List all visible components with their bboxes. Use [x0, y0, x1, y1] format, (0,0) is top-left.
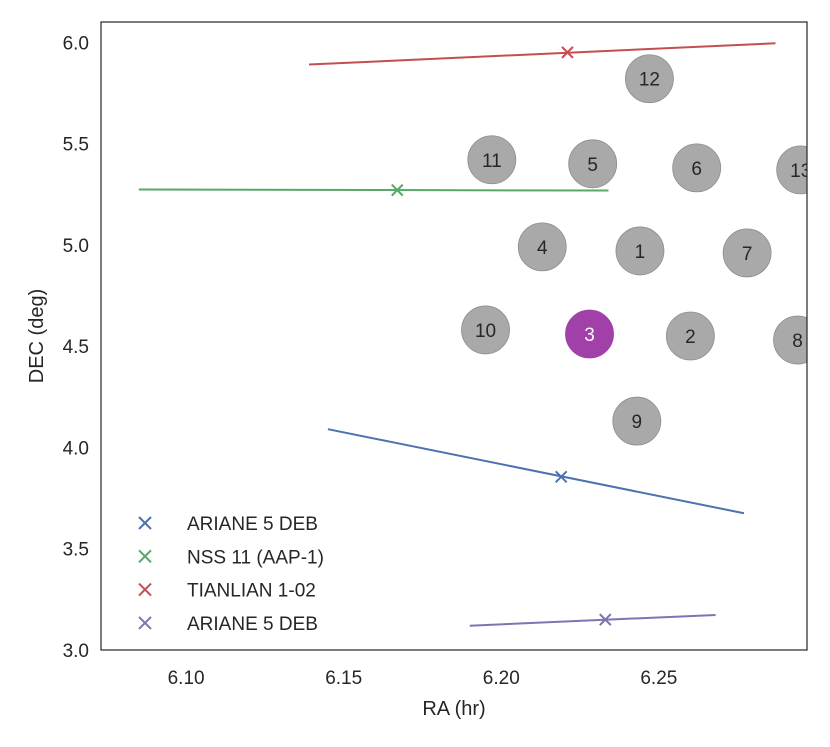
y-tick-label: 5.5 — [63, 135, 89, 156]
legend-label: NSS 11 (AAP-1) — [187, 547, 324, 568]
field-label: 13 — [790, 161, 811, 182]
field-label: 11 — [482, 151, 502, 172]
y-tick-label: 6.0 — [63, 33, 89, 54]
field-label: 2 — [685, 327, 696, 348]
field-label: 7 — [742, 244, 753, 265]
x-tick-label: 6.25 — [640, 668, 677, 689]
x-tick-label: 6.20 — [483, 668, 520, 689]
field-circle — [722, 228, 772, 278]
field-12: 12 — [625, 54, 674, 104]
series-3 — [308, 42, 776, 66]
field-13: 13 — [776, 145, 811, 195]
field-circle — [517, 222, 567, 272]
plot-frame — [100, 21, 808, 651]
field-label: 12 — [639, 70, 660, 91]
legend-marker — [138, 582, 152, 597]
field-label: 4 — [537, 238, 548, 259]
field-11: 11 — [467, 135, 517, 185]
series-marker — [391, 183, 404, 197]
field-1: 1 — [615, 226, 665, 276]
field-circle — [568, 139, 618, 189]
y-tick-label: 3.5 — [63, 540, 89, 561]
series-2 — [138, 183, 609, 197]
field-circle — [615, 226, 665, 276]
series-4 — [469, 613, 716, 627]
legend-marker — [138, 549, 152, 564]
legend-entry: TIANLIAN 1-02 — [138, 581, 316, 602]
legend: ARIANE 5 DEB NSS 11 (AAP-1) TIANLIAN 1-02 A… — [138, 514, 324, 635]
legend-label: ARIANE 5 DEB — [187, 614, 318, 635]
x-axis-label: RA (hr) — [422, 698, 485, 720]
y-axis-label: DEC (deg) — [26, 289, 48, 383]
field-circle — [467, 135, 517, 185]
legend-label: ARIANE 5 DEB — [187, 514, 318, 535]
field-4: 4 — [517, 222, 567, 272]
field-6: 6 — [672, 143, 722, 193]
field-10: 10 — [461, 305, 510, 355]
field-label: 8 — [792, 331, 803, 352]
series-track — [308, 42, 776, 66]
series-marker — [561, 46, 574, 59]
field-circle — [461, 305, 510, 355]
y-axis: 3.0 3.5 4.0 4.5 5.0 5.5 6.0 — [63, 33, 89, 662]
legend-entry: NSS 11 (AAP-1) — [138, 547, 324, 568]
field-circle — [672, 143, 722, 193]
x-tick-label: 6.15 — [325, 668, 362, 689]
y-tick-label: 5.0 — [63, 236, 89, 257]
field-8: 8 — [773, 315, 807, 365]
field-circle — [776, 145, 807, 195]
y-tick-label: 4.5 — [63, 337, 89, 358]
series-marker — [554, 470, 568, 484]
field-7: 7 — [722, 228, 772, 278]
x-axis: 6.10 6.15 6.20 6.25 — [168, 668, 678, 689]
y-tick-label: 3.0 — [63, 641, 89, 662]
field-circle — [612, 396, 662, 446]
field-5: 5 — [568, 139, 618, 189]
field-label: 1 — [635, 242, 646, 263]
field-3: 3 — [565, 309, 614, 359]
y-tick-label: 4.0 — [63, 438, 89, 459]
legend-marker — [138, 516, 152, 530]
legend-entry: ARIANE 5 DEB — [138, 514, 318, 535]
field-circle — [773, 315, 807, 365]
field-label: 3 — [584, 325, 595, 346]
series-track — [327, 428, 745, 515]
legend-marker — [138, 616, 152, 630]
series-track — [138, 188, 609, 192]
field-label: 5 — [587, 155, 598, 176]
field-circle — [625, 54, 674, 104]
field-label: 6 — [691, 159, 702, 180]
series-marker — [599, 613, 612, 626]
field-circle — [565, 309, 614, 359]
field-label: 10 — [475, 321, 496, 342]
series-track — [469, 613, 716, 627]
field-2: 2 — [665, 311, 715, 361]
tracks-layer — [138, 42, 776, 627]
legend-entry: ARIANE 5 DEB — [138, 614, 318, 635]
field-label: 9 — [632, 412, 643, 433]
legend-label: TIANLIAN 1-02 — [187, 581, 316, 602]
field-circle — [665, 311, 715, 361]
x-tick-label: 6.10 — [168, 668, 205, 689]
series-1 — [327, 428, 745, 515]
field-9: 9 — [612, 396, 662, 446]
